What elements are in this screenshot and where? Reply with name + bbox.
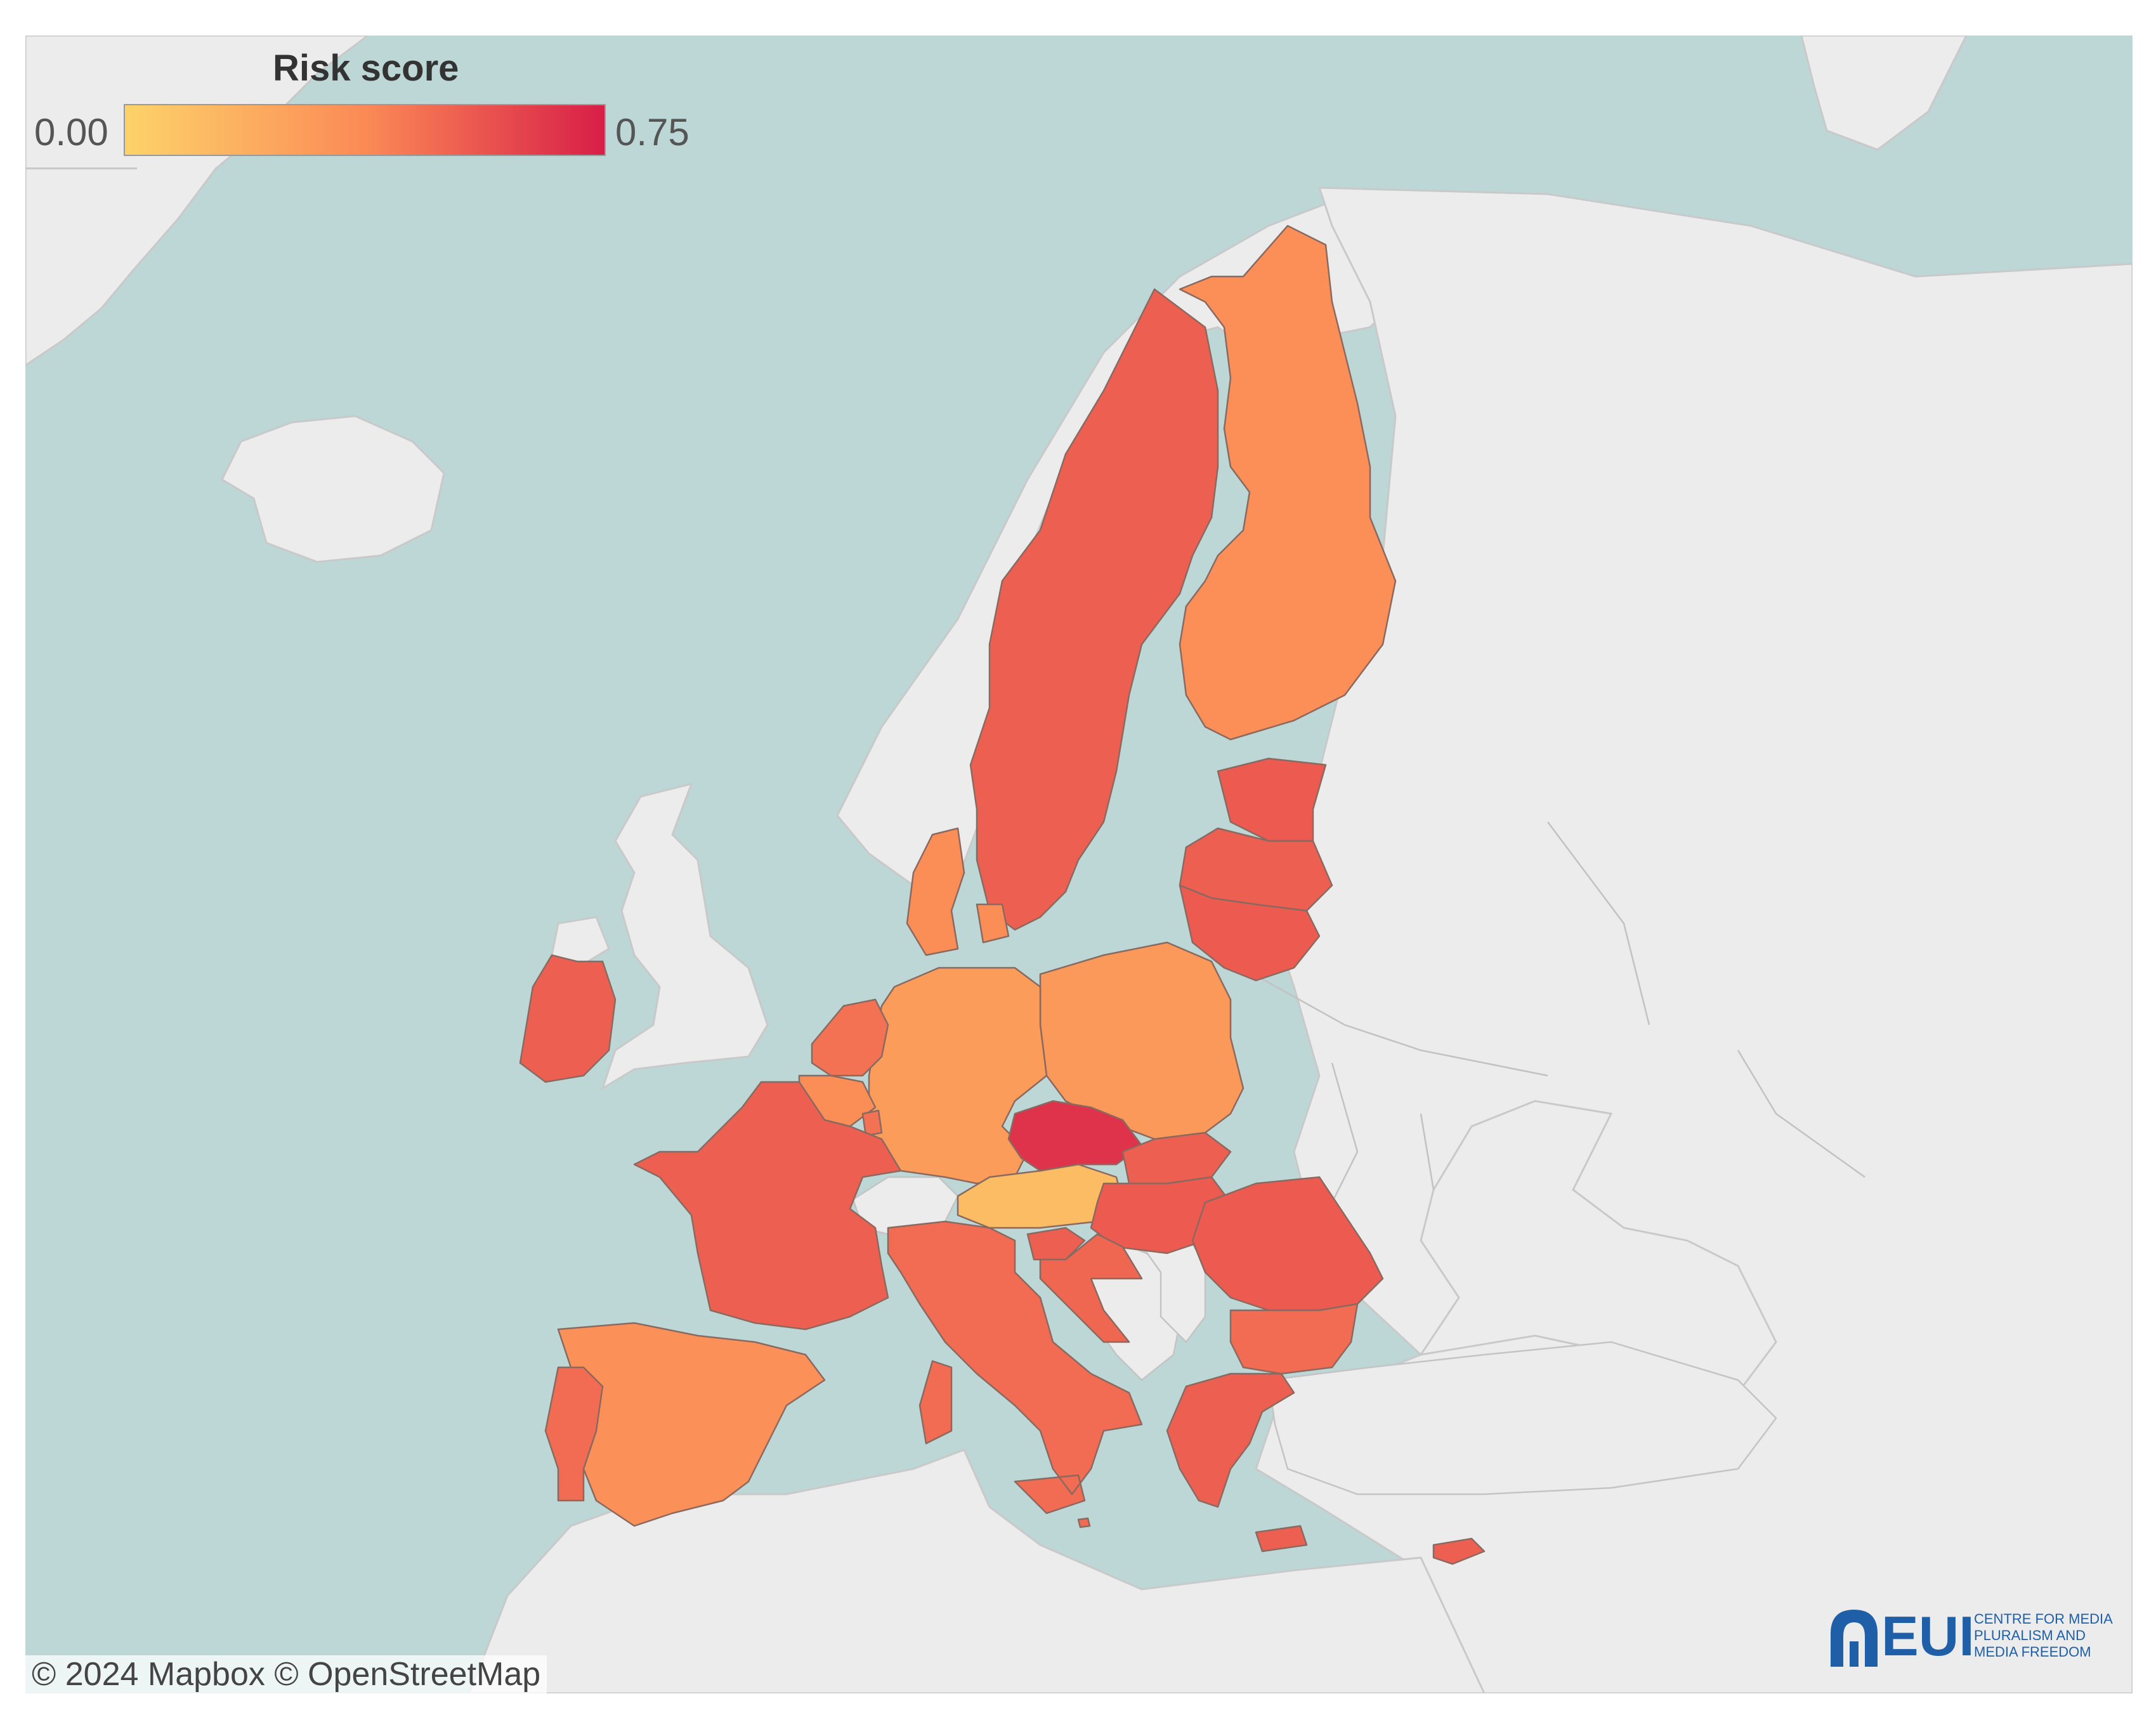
land-svalbard [1800,36,1968,151]
map-attribution[interactable]: © 2024 Mapbox © OpenStreetMap [25,1655,547,1693]
country-czechia[interactable] [1007,1100,1143,1172]
eui-logo: EUI CENTRE FOR MEDIA PLURALISM AND MEDIA… [1827,1603,2119,1673]
land-greenland [25,36,370,367]
country-italy[interactable] [887,1220,1143,1515]
eui-arch-icon [1831,1610,1878,1667]
eui-tagline-line: CENTRE FOR MEDIA [1974,1611,2113,1627]
country-lithuania[interactable] [1179,884,1321,982]
country-portugal[interactable] [544,1366,604,1502]
country-germany[interactable] [868,967,1048,1185]
land-north-africa [468,1449,1486,1693]
legend-color-bar [124,104,606,156]
country-luxembourg[interactable] [861,1109,883,1137]
legend-min-label: 0.00 [34,111,108,153]
country-malta[interactable] [1077,1517,1091,1528]
country-france[interactable] [633,1081,902,1331]
legend-divider [25,167,137,169]
country-sweden[interactable] [969,288,1219,931]
country-greece[interactable] [1166,1372,1308,1553]
legend: Risk score 0.00 0.75 [25,36,698,169]
land-iceland [221,415,445,563]
eui-tagline-line: MEDIA FREEDOM [1974,1644,2091,1660]
country-denmark[interactable] [906,827,1010,956]
country-estonia[interactable] [1217,757,1327,842]
country-ireland[interactable] [519,954,617,1083]
eui-tagline-line: PLURALISM AND [1974,1627,2086,1643]
country-poland[interactable] [1039,941,1245,1140]
eui-logo-text: EUI [1881,1605,1975,1667]
country-cyprus[interactable] [1432,1537,1486,1565]
country-bulgaria[interactable] [1229,1303,1359,1375]
country-slovenia[interactable] [1026,1227,1086,1261]
land-great-britain [601,782,769,1091]
land-turkey [1267,1341,1777,1495]
country-finland[interactable] [1179,225,1397,741]
border-lines [1230,821,1865,1228]
legend-max-label: 0.75 [615,111,689,153]
country-netherlands[interactable] [811,998,889,1077]
eui-logo-tagline: CENTRE FOR MEDIA PLURALISM AND MEDIA FRE… [1974,1611,2120,1660]
map-canvas[interactable] [25,36,2133,1693]
map-svg[interactable] [25,36,2133,1693]
land-northern-ireland [551,916,610,969]
legend-title: Risk score [273,48,459,89]
country-croatia[interactable] [1039,1233,1143,1343]
